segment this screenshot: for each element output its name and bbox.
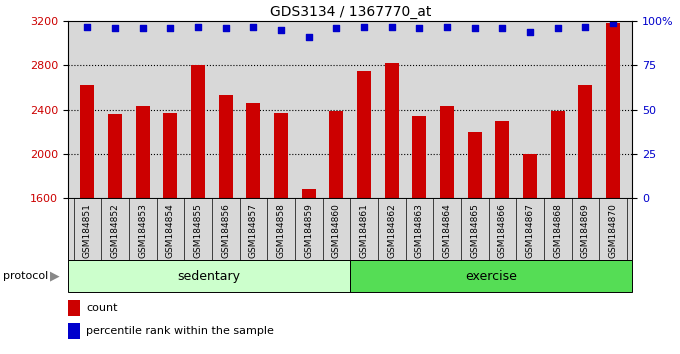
Text: GSM184856: GSM184856 — [221, 203, 231, 258]
Text: GSM184870: GSM184870 — [609, 203, 617, 258]
Text: GSM184864: GSM184864 — [443, 203, 452, 258]
Text: GSM184854: GSM184854 — [166, 203, 175, 258]
Bar — [606, 23, 620, 198]
Point — [386, 24, 397, 29]
Point — [192, 24, 203, 29]
Bar — [163, 113, 177, 198]
Point — [441, 24, 452, 29]
Bar — [579, 85, 592, 198]
Point — [524, 29, 535, 35]
Point — [497, 25, 508, 31]
Bar — [302, 189, 316, 198]
Text: GSM184857: GSM184857 — [249, 203, 258, 258]
Point — [469, 25, 480, 31]
Bar — [80, 85, 95, 198]
Text: GSM184865: GSM184865 — [470, 203, 479, 258]
Bar — [329, 111, 343, 198]
Point — [358, 24, 369, 29]
Bar — [136, 107, 150, 198]
Bar — [357, 71, 371, 198]
Bar — [496, 121, 509, 198]
Text: GSM184867: GSM184867 — [526, 203, 534, 258]
Text: GSM184852: GSM184852 — [111, 203, 120, 258]
Point — [137, 25, 148, 31]
Point — [275, 27, 286, 33]
Text: ▶: ▶ — [50, 270, 60, 282]
Text: GSM184859: GSM184859 — [304, 203, 313, 258]
Point — [608, 20, 619, 26]
Text: count: count — [86, 303, 118, 314]
Text: GSM184863: GSM184863 — [415, 203, 424, 258]
Point — [331, 25, 342, 31]
Bar — [219, 95, 233, 198]
Bar — [274, 113, 288, 198]
Text: percentile rank within the sample: percentile rank within the sample — [86, 326, 274, 337]
Point — [248, 24, 259, 29]
Text: GSM184866: GSM184866 — [498, 203, 507, 258]
Point — [414, 25, 425, 31]
Point — [82, 24, 92, 29]
Bar — [191, 65, 205, 198]
Bar — [246, 103, 260, 198]
Bar — [551, 111, 564, 198]
Text: GSM184861: GSM184861 — [360, 203, 369, 258]
Bar — [440, 107, 454, 198]
Text: GSM184869: GSM184869 — [581, 203, 590, 258]
Bar — [68, 323, 80, 339]
Bar — [413, 116, 426, 198]
Point — [109, 25, 120, 31]
Point — [165, 25, 176, 31]
Bar — [108, 114, 122, 198]
Point — [303, 34, 314, 40]
Text: sedentary: sedentary — [177, 270, 241, 282]
Text: GSM184862: GSM184862 — [387, 203, 396, 258]
Title: GDS3134 / 1367770_at: GDS3134 / 1367770_at — [269, 5, 431, 19]
Bar — [68, 300, 80, 316]
Text: GSM184851: GSM184851 — [83, 203, 92, 258]
Point — [220, 25, 231, 31]
Text: GSM184858: GSM184858 — [277, 203, 286, 258]
Bar — [468, 132, 481, 198]
Bar — [385, 63, 398, 198]
FancyBboxPatch shape — [68, 260, 350, 292]
Point — [552, 25, 563, 31]
FancyBboxPatch shape — [350, 260, 632, 292]
Text: GSM184868: GSM184868 — [554, 203, 562, 258]
Bar — [523, 154, 537, 198]
Text: protocol: protocol — [3, 271, 49, 281]
Text: GSM184860: GSM184860 — [332, 203, 341, 258]
Text: GSM184855: GSM184855 — [194, 203, 203, 258]
Text: GSM184853: GSM184853 — [138, 203, 147, 258]
Point — [580, 24, 591, 29]
Text: exercise: exercise — [465, 270, 517, 282]
